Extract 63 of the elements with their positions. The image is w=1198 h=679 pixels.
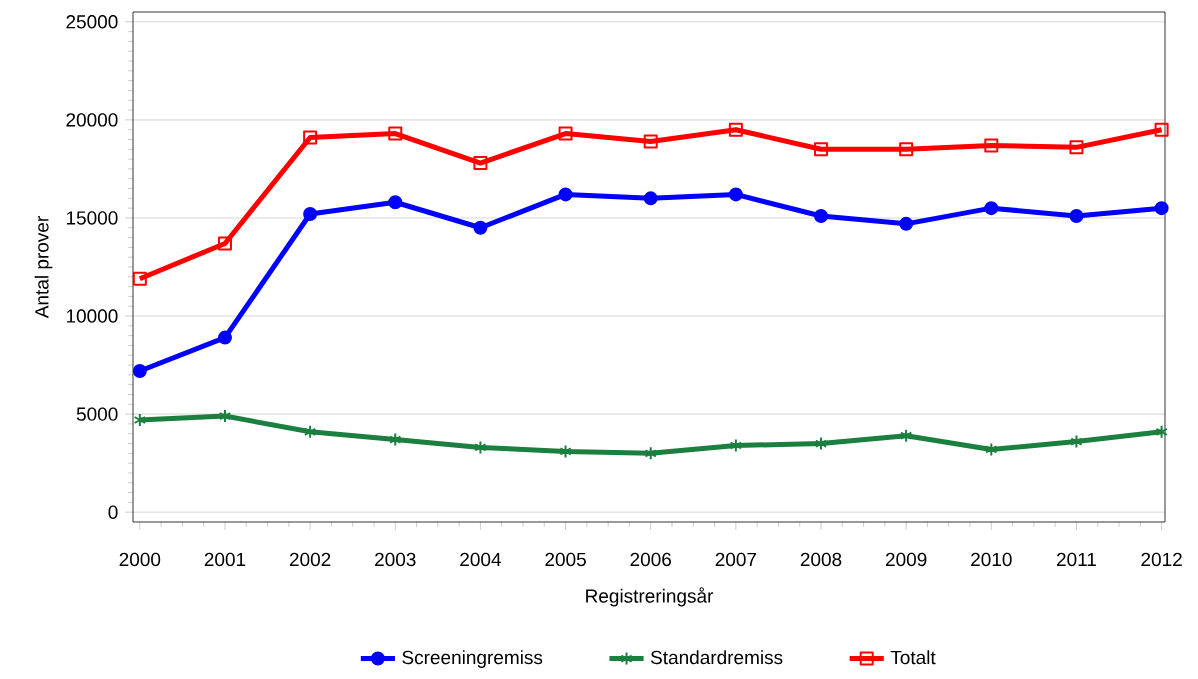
point (1069, 209, 1084, 223)
y-tick-label: 5000 (76, 407, 118, 421)
x-axis-title: Registreringsår (586, 587, 714, 607)
point (558, 126, 573, 141)
y-tick-label: 10000 (66, 309, 118, 323)
point (1070, 434, 1083, 449)
legend-label: Standardremiss (650, 650, 783, 665)
point (133, 413, 147, 427)
point (1154, 201, 1169, 216)
point (558, 187, 573, 202)
x-tick-label: 2006 (630, 552, 671, 567)
point (217, 236, 232, 251)
point (643, 191, 658, 206)
x-tick-label: 2009 (885, 552, 927, 567)
point (899, 142, 914, 157)
point (814, 436, 828, 451)
point (899, 216, 914, 231)
point (814, 209, 829, 223)
point (388, 126, 403, 141)
y-tick-label: 0 (108, 505, 118, 519)
point (1154, 122, 1169, 137)
y-tick-label: 15000 (66, 211, 118, 225)
y-tick-label: 25000 (66, 15, 118, 29)
point (389, 432, 402, 447)
point (729, 438, 743, 453)
point (303, 207, 318, 222)
point (132, 363, 147, 378)
point (474, 440, 487, 455)
point (132, 271, 147, 286)
point (473, 220, 488, 235)
point (984, 138, 999, 153)
point (559, 444, 572, 459)
x-tick-label: 2005 (545, 552, 586, 567)
point (303, 130, 318, 145)
point (644, 446, 657, 461)
point (728, 187, 743, 202)
point (985, 442, 998, 457)
y-axis-title: Antal prover (34, 216, 53, 319)
point (217, 330, 232, 345)
point (388, 195, 403, 210)
x-tick-label: 2010 (971, 552, 1012, 567)
x-tick-label: 2007 (715, 552, 757, 567)
x-tick-label: 2008 (800, 552, 842, 567)
legend-label: Totalt (890, 650, 936, 665)
point (303, 424, 317, 439)
point (1069, 140, 1084, 155)
x-tick-label: 2001 (204, 552, 246, 567)
legend-label: Screeningremiss (402, 650, 543, 668)
x-tick-label: 2002 (289, 552, 331, 567)
point (984, 201, 999, 216)
point (814, 142, 829, 157)
x-tick-label: 2011 (1056, 552, 1096, 567)
x-tick-label: 2003 (375, 552, 416, 567)
point (728, 122, 743, 137)
x-tick-label: 2012 (1141, 552, 1182, 567)
point (1155, 424, 1168, 439)
x-tick-label: 2004 (460, 552, 501, 567)
point (218, 409, 232, 424)
y-tick-label: 20000 (66, 113, 118, 127)
point (643, 134, 658, 149)
point (899, 428, 913, 443)
point (473, 156, 488, 171)
x-tick-label: 2000 (119, 552, 161, 567)
